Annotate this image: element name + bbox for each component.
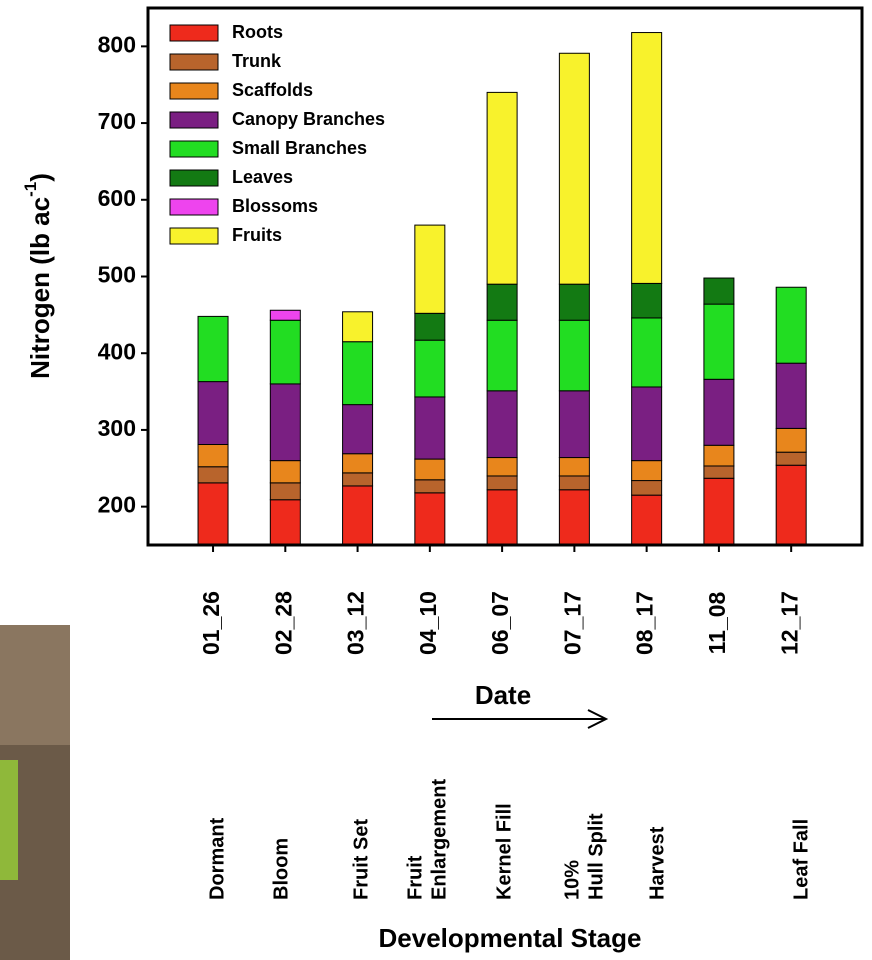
bar-segment bbox=[414, 312, 446, 341]
legend-label: Canopy Branches bbox=[232, 109, 385, 129]
legend-label: Roots bbox=[232, 22, 283, 42]
bar-segment bbox=[558, 52, 590, 285]
legend-swatch bbox=[169, 169, 219, 187]
bar-segment bbox=[269, 383, 301, 462]
bar-segment bbox=[414, 458, 446, 481]
stage-label: Fruit Set bbox=[350, 819, 372, 900]
stage-label: 10% bbox=[561, 860, 583, 900]
bar-segment bbox=[703, 378, 735, 446]
bar-segment bbox=[703, 303, 735, 380]
bar-segment bbox=[414, 396, 446, 460]
legend-label: Small Branches bbox=[232, 138, 367, 158]
x-axis-label: Date bbox=[475, 680, 531, 710]
stage-label: Enlargement bbox=[428, 779, 450, 900]
bar-segment bbox=[269, 460, 301, 484]
bar-segment bbox=[342, 341, 374, 406]
x-tick-label: 11_08 bbox=[704, 591, 730, 654]
stage-label: Hull Split bbox=[585, 813, 607, 900]
legend-label: Blossoms bbox=[232, 196, 318, 216]
bar-segment bbox=[414, 339, 446, 398]
y-tick-label: 700 bbox=[98, 108, 136, 134]
bar-segment bbox=[631, 317, 663, 388]
bar-segment bbox=[486, 283, 518, 321]
bar-segment bbox=[486, 319, 518, 392]
y-axis-label: Nitrogen (lb ac-1) bbox=[21, 173, 54, 379]
bar-segment bbox=[197, 466, 229, 484]
bar-segment bbox=[631, 32, 663, 284]
bar-segment bbox=[558, 283, 590, 321]
bar-segment bbox=[342, 311, 374, 343]
bar-segment bbox=[703, 277, 735, 305]
bar-segment bbox=[631, 480, 663, 496]
bar-segment bbox=[486, 457, 518, 477]
legend-label: Scaffolds bbox=[232, 80, 313, 100]
bar-segment bbox=[775, 286, 807, 364]
bar-segment bbox=[775, 451, 807, 466]
legend-swatch bbox=[169, 198, 219, 216]
legend-swatch bbox=[169, 82, 219, 100]
stage-label: Harvest bbox=[646, 826, 668, 900]
stage-label: Kernel Fill bbox=[493, 803, 515, 900]
bar-segment bbox=[558, 475, 590, 491]
bar-segment bbox=[631, 386, 663, 462]
x-tick-label: 06_07 bbox=[487, 591, 513, 655]
photo-person bbox=[0, 760, 18, 880]
stage-axis-label: Developmental Stage bbox=[379, 923, 642, 953]
bar-segment bbox=[558, 319, 590, 392]
bar-segment bbox=[631, 282, 663, 319]
stage-label: Bloom bbox=[270, 838, 292, 900]
bar-segment bbox=[486, 475, 518, 491]
legend-swatch bbox=[169, 24, 219, 42]
bar-segment bbox=[269, 319, 301, 385]
bar-segment bbox=[775, 362, 807, 429]
legend-swatch bbox=[169, 140, 219, 158]
y-tick-label: 500 bbox=[98, 262, 136, 288]
bar-segment bbox=[414, 224, 446, 314]
bar-segment bbox=[631, 460, 663, 482]
bar-segment bbox=[703, 465, 735, 479]
bar-segment bbox=[342, 404, 374, 455]
stage-label: Fruit bbox=[404, 855, 426, 900]
stage-label: Dormant bbox=[206, 817, 228, 900]
bar-segment bbox=[558, 390, 590, 459]
legend-label: Leaves bbox=[232, 167, 293, 187]
bar-segment bbox=[414, 479, 446, 494]
y-tick-label: 300 bbox=[98, 415, 136, 441]
legend-label: Trunk bbox=[232, 51, 282, 71]
y-tick-label: 600 bbox=[98, 185, 136, 211]
legend-swatch bbox=[169, 227, 219, 245]
x-tick-label: 02_28 bbox=[270, 591, 296, 655]
x-tick-label: 03_12 bbox=[343, 591, 369, 655]
bar-segment bbox=[775, 427, 807, 453]
x-tick-label: 08_17 bbox=[632, 591, 658, 655]
bar-segment bbox=[197, 315, 229, 383]
photo-branches bbox=[0, 625, 70, 745]
y-tick-label: 200 bbox=[98, 492, 136, 518]
bar-segment bbox=[197, 444, 229, 468]
legend-swatch bbox=[169, 111, 219, 129]
y-tick-label: 400 bbox=[98, 338, 136, 364]
bar-segment bbox=[197, 381, 229, 446]
legend-label: Fruits bbox=[232, 225, 282, 245]
stage-label: Leaf Fall bbox=[790, 819, 812, 900]
y-tick-label: 800 bbox=[98, 31, 136, 57]
bar-segment bbox=[269, 482, 301, 501]
bar-segment bbox=[342, 472, 374, 487]
bar-segment bbox=[269, 309, 301, 321]
x-tick-label: 01_26 bbox=[198, 591, 224, 655]
bar-segment bbox=[486, 390, 518, 459]
bar-segment bbox=[558, 457, 590, 477]
bar-segment bbox=[486, 91, 518, 285]
arrow-head bbox=[587, 709, 609, 729]
x-tick-label: 04_10 bbox=[415, 591, 441, 655]
x-tick-label: 07_17 bbox=[559, 591, 585, 655]
legend-swatch bbox=[169, 53, 219, 71]
bar-segment bbox=[342, 453, 374, 474]
x-tick-label: 12_17 bbox=[776, 591, 802, 655]
bar-segment bbox=[703, 444, 735, 467]
